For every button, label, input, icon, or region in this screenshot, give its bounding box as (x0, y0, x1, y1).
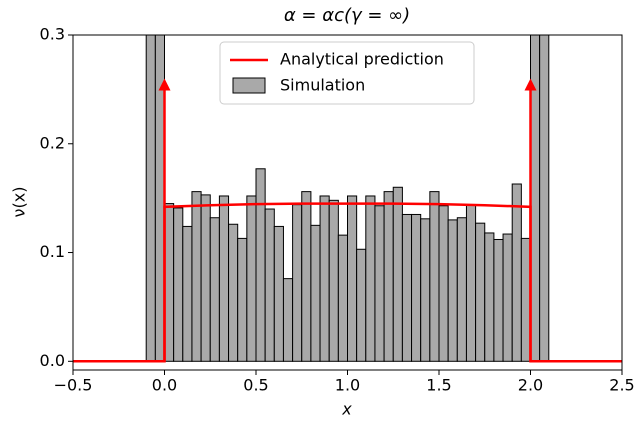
x-tick-label: 1.0 (335, 376, 360, 395)
histogram-bar (209, 217, 220, 362)
legend-label: Simulation (280, 76, 365, 95)
histogram-bar (145, 35, 156, 362)
x-tick-label: 2.5 (609, 376, 634, 395)
y-tick-label: 0.0 (40, 351, 65, 370)
arrow-head (158, 78, 171, 91)
histogram-bar (429, 191, 440, 362)
histogram-bar (164, 203, 175, 362)
legend-patch (232, 77, 266, 94)
histogram-bar (447, 219, 458, 362)
histogram-bar (365, 195, 376, 362)
histogram-bar (301, 191, 312, 362)
x-tick-label: 1.5 (426, 376, 451, 395)
histogram-bar (502, 233, 513, 362)
y-tick-label: 0.1 (40, 242, 65, 261)
x-tick-label: 2.0 (518, 376, 543, 395)
legend-box (219, 41, 475, 105)
x-tick-label: 0.0 (152, 376, 177, 395)
histogram-bar (246, 195, 257, 362)
histogram-bar (484, 232, 495, 362)
histogram-bar (493, 238, 504, 362)
legend-label: Analytical prediction (280, 50, 444, 69)
histogram-bar (511, 183, 522, 362)
delta-arrow (524, 78, 537, 362)
histogram-bar (411, 213, 422, 362)
x-axis-label: x (341, 400, 352, 419)
histogram-bar (218, 195, 230, 362)
histogram-bar (347, 195, 358, 362)
legend: Analytical prediction Simulation (219, 41, 475, 105)
histogram-bar (264, 208, 275, 362)
histogram-bar (292, 204, 303, 362)
histogram-bar (282, 278, 294, 362)
plot-area (73, 35, 622, 363)
arrow-head (524, 78, 537, 91)
histogram-bar (392, 186, 403, 362)
x-tick-label: −0.5 (54, 376, 93, 395)
histogram-bar (438, 205, 449, 362)
histogram-bar (530, 35, 541, 362)
histogram-bar (374, 205, 385, 362)
histogram-bar (191, 191, 202, 362)
histogram-bar (319, 195, 330, 362)
histogram-bar (173, 207, 184, 362)
histogram-bar (228, 223, 239, 362)
histogram-bar (420, 218, 431, 362)
histogram-bar (465, 204, 477, 362)
histogram-bar (383, 191, 394, 362)
y-tick-label: 0.2 (40, 133, 65, 152)
y-tick-label: 0.3 (40, 25, 65, 44)
histogram-bar (255, 168, 266, 362)
histogram-bar (456, 217, 467, 362)
histogram-bar (539, 35, 550, 362)
histogram-bar (273, 225, 284, 362)
histogram-bar (337, 234, 349, 362)
histogram-bar (310, 224, 321, 362)
histogram-bar (520, 237, 531, 362)
y-axis-label: ν(x) (10, 187, 29, 218)
histogram-bar (475, 222, 486, 362)
histogram-bar (328, 199, 339, 362)
delta-arrow (158, 78, 171, 362)
chart-title: α = αc(γ = ∞) (284, 5, 410, 26)
histogram-bar (154, 35, 166, 362)
histogram-bar (356, 248, 367, 362)
histogram-bar (200, 194, 211, 362)
histogram-bar (401, 213, 413, 362)
histogram-bar (182, 225, 193, 362)
histogram-bar (237, 237, 248, 362)
x-tick-label: 0.5 (243, 376, 268, 395)
